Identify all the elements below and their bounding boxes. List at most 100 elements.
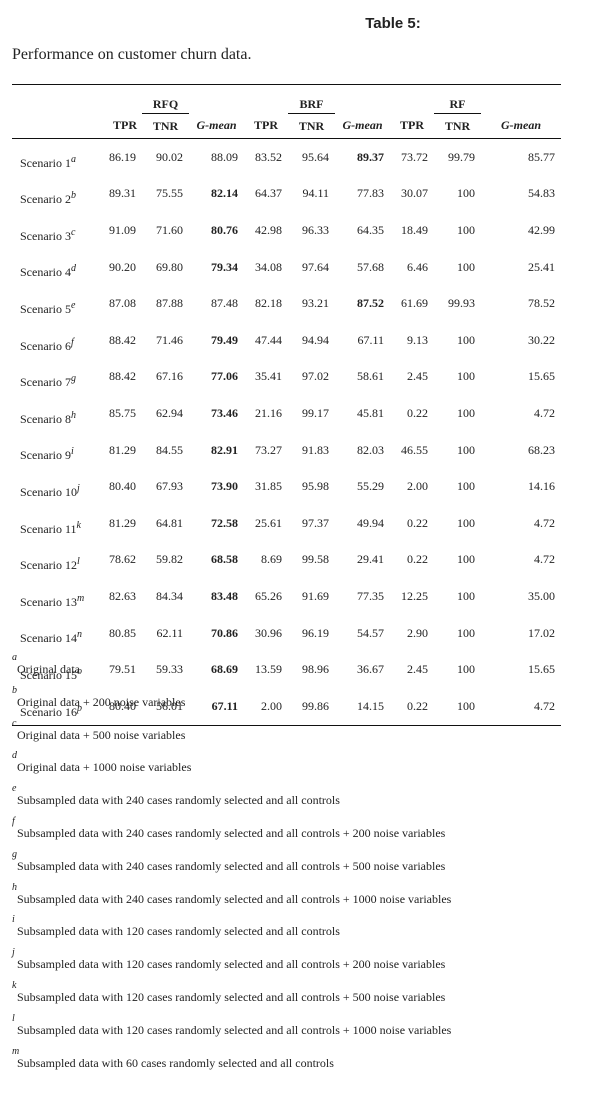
scenario-label: Scenario 15o: [12, 651, 108, 688]
table-cell: 4.72: [534, 405, 555, 420]
table-row: Scenario 9i 81.29 84.55 82.91 73.27 91.83 82.0…: [12, 432, 561, 469]
footnote-marker: j: [12, 947, 15, 959]
table-cell: 18.49: [401, 222, 428, 237]
table-row: Scenario 14n 80.85 62.11 70.86 30.96 96.19 54.…: [12, 615, 561, 652]
table-row: Scenario 6f 88.42 71.46 79.49 47.44 94.94 67.1…: [12, 322, 561, 359]
table-row: Scenario 10j 80.40 67.93 73.90 31.85 95.98 55.…: [12, 468, 561, 505]
table-cell: 95.64: [302, 149, 329, 164]
table-cell: 82.63: [109, 588, 136, 603]
table-cell: 65.26: [255, 588, 282, 603]
table-cell: 88.42: [109, 369, 136, 384]
table-cell: 100: [457, 515, 475, 530]
footnote-marker: b: [70, 190, 76, 202]
table-cell: 73.90: [211, 479, 238, 494]
table-cell: 95.98: [302, 479, 329, 494]
scenario-name: Scenario 4: [20, 265, 71, 280]
table-cell: 97.02: [302, 369, 329, 384]
footnote-marker: m: [76, 592, 85, 604]
column-header: TPR: [108, 113, 142, 139]
table-cell: 100: [457, 442, 475, 457]
table-cell: 54.57: [357, 625, 384, 640]
scenario-name: Scenario 14: [20, 631, 77, 646]
footnote-marker: n: [76, 629, 82, 641]
table-cell: 2.00: [261, 698, 282, 713]
scenario-label: Scenario 14n: [12, 615, 108, 652]
table-cell: 91.83: [302, 442, 329, 457]
table-cell: 81.29: [109, 442, 136, 457]
table-cell: 90.02: [156, 149, 183, 164]
table-cell: 99.86: [302, 698, 329, 713]
scenario-name: Scenario 3: [20, 228, 71, 243]
table-cell: 0.22: [407, 698, 428, 713]
footnote-text: Subsampled data with 120 cases randomly …: [17, 924, 340, 939]
table-cell: 42.98: [255, 222, 282, 237]
table-cell: 62.94: [156, 405, 183, 420]
table-row: Scenario 12l 78.62 59.82 68.58 8.69 99.58 29.4…: [12, 542, 561, 579]
scenario-label: Scenario 16p: [12, 688, 108, 725]
column-header: G-mean: [335, 113, 390, 139]
table-cell: 34.08: [255, 259, 282, 274]
table-cell: 62.11: [156, 625, 183, 640]
scenario-name: Scenario 1: [20, 155, 71, 170]
scenario-name: Scenario 13: [20, 594, 77, 609]
table-cell: 90.20: [109, 259, 136, 274]
table-cell: 4.72: [534, 515, 555, 530]
table-cell: 100: [457, 332, 475, 347]
table-cell: 25.61: [255, 515, 282, 530]
table-cell: 15.65: [528, 662, 555, 677]
table-cell: 0.22: [407, 515, 428, 530]
table-cell: 31.85: [255, 479, 282, 494]
footnote-marker: c: [70, 226, 76, 238]
table-cell: 69.80: [156, 259, 183, 274]
scenario-name: Scenario 6: [20, 338, 71, 353]
table-cell: 64.35: [357, 222, 384, 237]
footnote-marker: o: [76, 665, 82, 677]
table-cell: 77.35: [357, 588, 384, 603]
table-cell: 67.11: [211, 698, 238, 713]
table-cell: 61.69: [401, 296, 428, 311]
table-cell: 8.69: [261, 552, 282, 567]
table-cell: 81.29: [109, 515, 136, 530]
table-cell: 85.77: [528, 149, 555, 164]
table-cell: 75.55: [156, 186, 183, 201]
table-cell: 79.34: [211, 259, 238, 274]
table-cell: 36.67: [357, 662, 384, 677]
table-cell: 85.75: [109, 405, 136, 420]
table-cell: 96.33: [302, 222, 329, 237]
table-cell: 71.46: [156, 332, 183, 347]
footnote-marker: f: [12, 815, 15, 827]
table-cell: 57.68: [357, 259, 384, 274]
group-rfq: RFQ: [142, 84, 189, 114]
table-cell: 80.40: [109, 479, 136, 494]
table-cell: 35.41: [255, 369, 282, 384]
column-header: G-mean: [189, 113, 244, 139]
table-cell: 87.48: [211, 296, 238, 311]
table-cell: 100: [457, 259, 475, 274]
footnote-marker: l: [76, 556, 80, 568]
table-cell: 73.72: [401, 149, 428, 164]
scenario-label: Scenario 7g: [12, 359, 108, 396]
table-cell: 79.51: [109, 662, 136, 677]
table-cell: 12.25: [401, 588, 428, 603]
scenario-name: Scenario 10: [20, 484, 77, 499]
table-cell: 68.58: [211, 552, 238, 567]
footnote-text: Subsampled data with 240 cases randomly …: [17, 825, 446, 840]
table-cell: 25.41: [528, 259, 555, 274]
footnote-text: Subsampled data with 120 cases randomly …: [17, 957, 446, 972]
footnote-marker: h: [12, 881, 17, 893]
table-cell: 46.55: [401, 442, 428, 457]
table-cell: 100: [457, 625, 475, 640]
scenario-label: Scenario 6f: [12, 322, 108, 359]
footnote-marker: b: [12, 684, 17, 696]
group-header-row: RFQ BRF RF: [12, 84, 561, 114]
group-brf: BRF: [288, 84, 335, 114]
results-table: RFQ BRF RF TPR TNR G-mean TPR TNR G-mean TPR TN…: [12, 84, 561, 726]
table-title: Table 5:: [365, 15, 421, 32]
table-cell: 21.16: [255, 405, 282, 420]
footnote-text: Original data + 200 noise variables: [17, 694, 186, 709]
table-cell: 29.41: [357, 552, 384, 567]
table-cell: 80.40: [109, 698, 136, 713]
column-header: TNR: [288, 113, 335, 139]
scenario-label: Scenario 13m: [12, 578, 108, 615]
footnote-marker: d: [70, 263, 76, 275]
